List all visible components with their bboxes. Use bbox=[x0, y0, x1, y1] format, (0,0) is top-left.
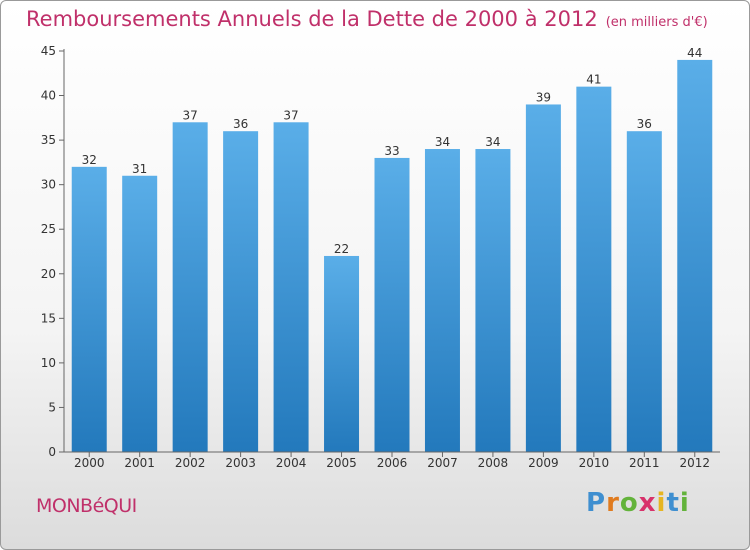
x-tick-label: 2004 bbox=[276, 456, 307, 470]
bar-2001 bbox=[122, 175, 158, 452]
bar-2003 bbox=[223, 131, 259, 452]
bars-group: 32 31 37 36 37 22 33 34 34 39 41 36 44 bbox=[71, 46, 713, 453]
logo-letter: r bbox=[606, 488, 620, 518]
x-tick-label: 2005 bbox=[326, 456, 357, 470]
logo-letter: t bbox=[666, 488, 680, 518]
bar-value-label: 31 bbox=[132, 162, 147, 176]
bar-value-label: 33 bbox=[384, 144, 399, 158]
logo-letter: P bbox=[586, 488, 607, 518]
bar-2004 bbox=[273, 122, 309, 453]
x-tick-label: 2007 bbox=[427, 456, 458, 470]
unit-note: (en milliers d'€) bbox=[605, 15, 708, 30]
bar-value-label: 34 bbox=[485, 135, 500, 149]
y-tick-label: 45 bbox=[41, 44, 56, 58]
bar-value-label: 39 bbox=[536, 90, 551, 104]
x-tick-label: 2009 bbox=[528, 456, 559, 470]
x-tick-label: 2000 bbox=[74, 456, 105, 470]
y-tick-label: 10 bbox=[41, 356, 56, 370]
bar-value-label: 37 bbox=[283, 108, 298, 122]
bar-2005 bbox=[324, 255, 360, 452]
y-axis: 0 5 10 15 20 25 30 35 40 45 bbox=[41, 44, 65, 459]
bar-chart: 0 5 10 15 20 25 30 35 40 45 32 31 37 36 37 22 33 34 34 39 4… bbox=[41, 44, 720, 470]
y-tick-label: 5 bbox=[48, 400, 56, 414]
x-tick-label: 2006 bbox=[377, 456, 408, 470]
bar-value-label: 22 bbox=[334, 242, 349, 256]
logo-letter: x bbox=[638, 488, 657, 518]
y-tick-label: 25 bbox=[41, 222, 56, 236]
bar-value-label: 44 bbox=[687, 46, 702, 60]
logo-letter: o bbox=[619, 488, 639, 518]
x-tick-label: 2003 bbox=[225, 456, 256, 470]
chart-title: Remboursements Annuels de la Dette de 20… bbox=[26, 7, 708, 31]
y-tick-label: 35 bbox=[41, 133, 56, 147]
y-tick-label: 40 bbox=[41, 89, 56, 103]
bar-2012 bbox=[677, 59, 713, 453]
bar-value-label: 34 bbox=[435, 135, 450, 149]
town-name: MONBéQUI bbox=[36, 495, 137, 517]
bar-2011 bbox=[626, 131, 662, 452]
bar-2002 bbox=[172, 122, 208, 453]
x-tick-label: 2002 bbox=[175, 456, 206, 470]
y-tick-label: 30 bbox=[41, 178, 56, 192]
bar-2006 bbox=[374, 157, 410, 452]
logo-letter: i bbox=[679, 488, 690, 518]
logo-letter: i bbox=[656, 488, 667, 518]
bar-2010 bbox=[576, 86, 612, 453]
y-tick-label: 0 bbox=[48, 445, 56, 459]
x-tick-label: 2012 bbox=[679, 456, 710, 470]
bar-2007 bbox=[424, 149, 460, 452]
x-axis: 2000 2001 2002 2003 2004 2005 2006 2007 2008 2009… bbox=[64, 451, 720, 470]
bar-value-label: 41 bbox=[586, 73, 601, 87]
y-tick-label: 20 bbox=[41, 267, 56, 281]
bar-2009 bbox=[525, 104, 561, 452]
proxiti-logo: Proxiti bbox=[586, 488, 690, 518]
chart-title-text: Remboursements Annuels de la Dette de 20… bbox=[26, 7, 598, 31]
x-tick-label: 2011 bbox=[629, 456, 660, 470]
x-tick-label: 2001 bbox=[124, 456, 155, 470]
bar-2000 bbox=[71, 166, 107, 452]
bar-value-label: 37 bbox=[183, 108, 198, 122]
bar-value-label: 32 bbox=[82, 153, 97, 167]
y-tick-label: 15 bbox=[41, 311, 56, 325]
x-tick-label: 2008 bbox=[478, 456, 509, 470]
x-tick-label: 2010 bbox=[579, 456, 610, 470]
bar-value-label: 36 bbox=[233, 117, 248, 131]
bar-value-label: 36 bbox=[637, 117, 652, 131]
bar-2008 bbox=[475, 149, 511, 452]
